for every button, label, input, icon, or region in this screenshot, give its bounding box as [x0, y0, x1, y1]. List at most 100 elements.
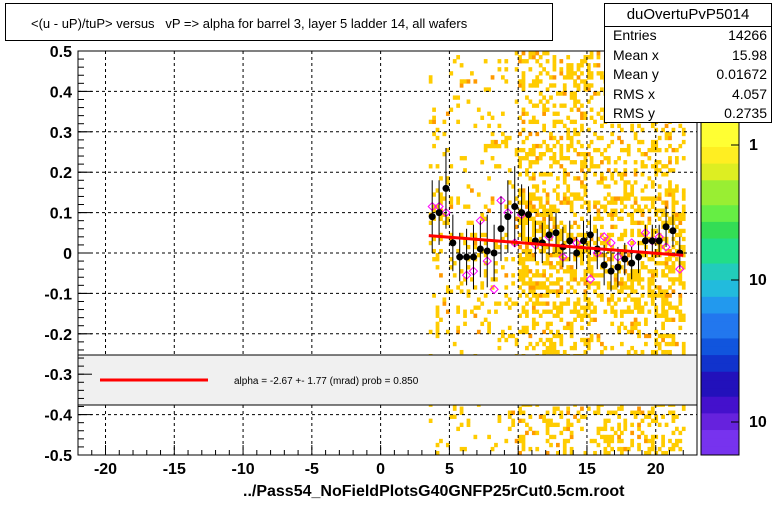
- histogram-cell: [556, 111, 560, 116]
- histogram-cell: [442, 119, 447, 125]
- histogram-cell: [586, 301, 591, 306]
- histogram-cell: [613, 430, 618, 436]
- histogram-cell: [545, 438, 550, 444]
- histogram-cell: [566, 321, 571, 327]
- histogram-cell: [538, 228, 543, 234]
- histogram-cell: [593, 164, 597, 169]
- histogram-cell: [600, 293, 604, 298]
- histogram-cell: [428, 79, 433, 84]
- histogram-cell: [542, 261, 546, 266]
- histogram-cell: [507, 426, 512, 432]
- histogram-cell: [525, 325, 529, 331]
- histogram-cell: [671, 277, 676, 282]
- histogram-cell: [630, 438, 635, 444]
- histogram-cell: [668, 184, 672, 189]
- histogram-cell: [549, 418, 553, 423]
- histogram-cell: [518, 329, 522, 335]
- histogram-cell: [573, 277, 577, 282]
- histogram-cell: [535, 83, 540, 88]
- histogram-cell: [531, 285, 536, 290]
- histogram-cell: [497, 418, 502, 423]
- histogram-cell: [569, 273, 574, 278]
- histogram-cell: [559, 341, 564, 347]
- histogram-cell: [566, 426, 571, 432]
- histogram-cell: [681, 228, 686, 234]
- histogram-cell: [576, 139, 581, 145]
- histogram-cell: [435, 325, 440, 331]
- histogram-cell: [497, 164, 502, 169]
- histogram-cell: [586, 257, 591, 262]
- histogram-cell: [606, 434, 611, 440]
- histogram-cell: [619, 277, 624, 282]
- histogram-cell: [630, 123, 635, 129]
- histogram-cell: [497, 67, 502, 72]
- histogram-cell: [623, 232, 628, 238]
- histogram-cell: [552, 345, 557, 351]
- histogram-cell: [617, 269, 621, 274]
- histogram-cell: [480, 321, 485, 327]
- histogram-cell: [606, 442, 611, 448]
- histogram-cell: [504, 204, 509, 209]
- histogram-cell: [630, 430, 635, 436]
- histogram-cell: [674, 438, 679, 444]
- histogram-cell: [633, 135, 638, 141]
- profile-points: [428, 147, 684, 292]
- histogram-cell: [681, 317, 686, 322]
- histogram-cell: [671, 289, 676, 294]
- histogram-cell: [589, 281, 594, 286]
- histogram-cell: [531, 220, 536, 226]
- histogram-cell: [518, 188, 522, 193]
- histogram-cell: [545, 277, 550, 282]
- x-tick-label: -20: [94, 461, 117, 478]
- histogram-cell: [514, 337, 519, 343]
- histogram-cell: [459, 79, 464, 84]
- histogram-cell: [674, 426, 679, 432]
- histogram-cell: [521, 438, 526, 444]
- histogram-cell: [528, 160, 533, 165]
- palette-cell: [701, 355, 739, 364]
- x-tick-label: 5: [445, 461, 454, 478]
- profile-point: [469, 253, 477, 261]
- histogram-cell: [535, 220, 540, 226]
- histogram-cell: [559, 265, 564, 270]
- histogram-cell: [504, 285, 509, 290]
- histogram-cell: [562, 228, 567, 234]
- histogram-cell: [576, 232, 581, 238]
- histogram-cell: [538, 172, 543, 177]
- histogram-cell: [542, 220, 546, 226]
- histogram-cell: [449, 204, 454, 209]
- histogram-cell: [630, 442, 635, 448]
- histogram-cell: [504, 59, 509, 64]
- histogram-cell: [511, 333, 516, 339]
- histogram-cell: [573, 345, 577, 351]
- histogram-cell: [596, 216, 601, 221]
- histogram-cell: [654, 172, 659, 177]
- histogram-cell: [586, 204, 591, 209]
- histogram-cell: [583, 305, 588, 310]
- histogram-cell: [449, 232, 454, 238]
- histogram-cell: [674, 341, 679, 347]
- histogram-cell: [583, 111, 588, 116]
- histogram-cell: [552, 434, 557, 440]
- histogram-cell: [633, 305, 638, 310]
- histogram-cell: [619, 176, 624, 181]
- histogram-cell: [569, 430, 574, 436]
- histogram-cell: [569, 208, 574, 213]
- histogram-cell: [538, 91, 543, 96]
- histogram-cell: [538, 196, 543, 201]
- histogram-cell: [556, 406, 560, 411]
- histogram-cell: [552, 422, 557, 428]
- histogram-cell: [449, 414, 454, 419]
- x-tick-label: -10: [232, 461, 255, 478]
- histogram-cell: [633, 289, 638, 294]
- histogram-cell: [637, 446, 641, 452]
- histogram-cell: [617, 281, 621, 286]
- palette-cell: [701, 246, 739, 256]
- histogram-cell: [664, 265, 669, 270]
- histogram-cell: [593, 204, 597, 209]
- histogram-cell: [525, 265, 529, 270]
- histogram-cell: [613, 160, 618, 165]
- histogram-cell: [521, 434, 526, 440]
- histogram-cell: [432, 115, 436, 120]
- histogram-cell: [576, 410, 581, 415]
